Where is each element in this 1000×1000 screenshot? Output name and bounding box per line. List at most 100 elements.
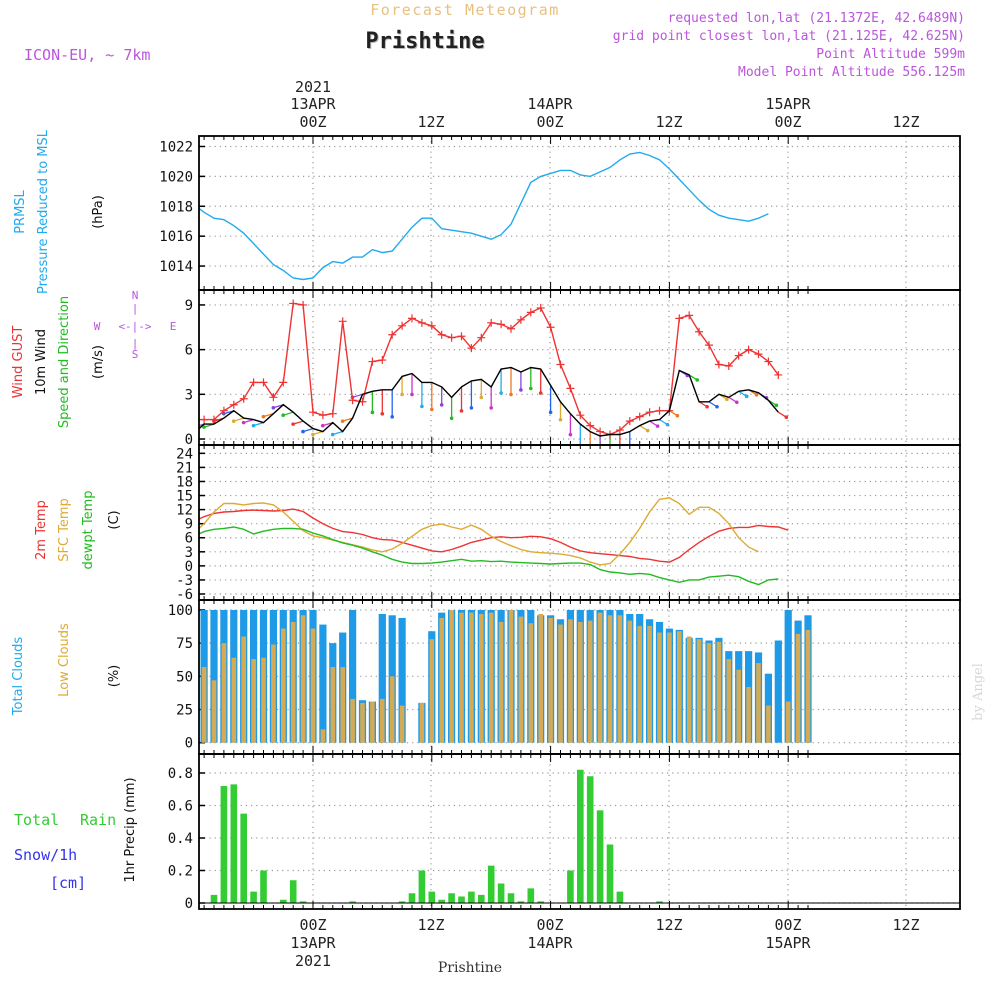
wind-gust-marker xyxy=(200,415,209,424)
total-clouds-bar xyxy=(319,624,327,743)
wind-direction-arrowhead xyxy=(192,425,196,429)
wind-direction-arrowhead xyxy=(83,427,87,431)
temp-ytick-label: 21 xyxy=(176,460,193,476)
low-clouds-bar xyxy=(627,620,633,743)
wind-gust-marker xyxy=(467,344,476,353)
low-clouds-bar xyxy=(538,613,543,743)
wind-gust-marker xyxy=(318,411,327,420)
temp-ytick-label: 3 xyxy=(185,545,193,561)
total-clouds-bar xyxy=(0,655,7,743)
location-title: Prishtine xyxy=(365,29,484,54)
pressure-label-2: Pressure Reduced to MSL xyxy=(36,129,51,294)
top-tick-label-5: 00Z xyxy=(774,113,801,131)
bottom-tick-label-1: 00Z xyxy=(299,916,326,934)
wind-gust-marker xyxy=(151,420,159,428)
wind-gust-marker xyxy=(279,378,288,387)
wind-direction-arrowhead xyxy=(628,457,632,461)
wind-gust-marker xyxy=(131,426,139,434)
low-clouds-bar xyxy=(281,628,286,743)
low-clouds-bar xyxy=(261,657,266,743)
pressure-series-prmsl xyxy=(199,151,769,281)
wind-direction-arrowhead xyxy=(725,397,729,402)
low-clouds-bar xyxy=(677,631,682,743)
low-clouds-bar xyxy=(667,632,672,743)
low-clouds-bar xyxy=(587,620,593,743)
low-clouds-bar xyxy=(607,615,613,743)
bottom-tick-label-3: 00Z xyxy=(536,916,563,934)
rain-bar xyxy=(487,865,495,903)
wind-direction-arrowhead xyxy=(509,392,513,397)
pressure-ytick-label: 1014 xyxy=(159,259,193,275)
temp-label-dewpt: dewpt Temp xyxy=(81,490,96,569)
rain-bar xyxy=(616,891,624,903)
wind-gust-marker xyxy=(675,314,684,323)
wind-gust-marker xyxy=(516,315,525,324)
temp-ytick-label: 15 xyxy=(176,489,193,505)
wind-gust-marker xyxy=(71,352,79,360)
low-clouds-bar xyxy=(805,629,811,743)
precip-label-total: Total xyxy=(14,811,59,829)
panels-layer: 101410161018102010220369-6-3036912151821… xyxy=(0,135,961,912)
low-clouds-bar xyxy=(380,698,385,743)
wind-gust-marker xyxy=(556,360,565,369)
low-clouds-bar xyxy=(686,636,692,743)
precip-label-cm: [cm] xyxy=(50,874,86,892)
wind-direction-arrowhead xyxy=(588,457,592,461)
top-day-label-1: 13APR xyxy=(290,95,336,113)
wind-gust-marker xyxy=(101,423,109,431)
wind-direction-arrow xyxy=(105,429,115,432)
temp-ytick-label: -3 xyxy=(176,573,193,589)
wind-direction-arrowhead xyxy=(241,420,246,425)
total-clouds-bar xyxy=(378,613,386,743)
low-clouds-bar xyxy=(459,612,464,743)
wind-gust-marker xyxy=(249,378,258,387)
wind-direction-arrowhead xyxy=(774,403,779,408)
low-clouds-bar xyxy=(0,659,5,743)
rain-bar xyxy=(280,899,287,903)
low-clouds-bar xyxy=(221,643,227,743)
clouds-watermark: by Angel xyxy=(971,663,986,721)
precip-ytick-label: 0.4 xyxy=(168,831,193,847)
temp-ytick-label: -6 xyxy=(176,587,193,603)
top-day-label-2: 14APR xyxy=(527,95,573,113)
temp-ytick-label: 18 xyxy=(176,474,193,490)
wind-gust-marker xyxy=(625,417,634,426)
wind-direction-arrowhead xyxy=(133,431,137,435)
wind-direction-arrowhead xyxy=(479,395,484,400)
wind-direction-arrowhead xyxy=(735,400,739,405)
wind-direction-arrow xyxy=(155,426,165,429)
pressure-unit: (hPa) xyxy=(91,195,106,229)
wind-direction-arrowhead xyxy=(380,412,385,416)
wind-direction-arrow xyxy=(75,420,85,423)
low-clouds-bar xyxy=(726,659,732,743)
total-clouds-bar xyxy=(784,609,792,743)
total-clouds-bar xyxy=(62,710,69,743)
total-clouds-bar xyxy=(42,694,49,743)
wind-direction-arrowhead xyxy=(301,429,305,434)
low-clouds-bar xyxy=(330,667,336,743)
compass-e: E xyxy=(170,320,177,333)
wind-gust-marker xyxy=(576,411,585,420)
low-clouds-bar xyxy=(508,609,514,743)
bottom-tick-label-4: 12Z xyxy=(655,916,682,934)
wind-gust-marker xyxy=(408,314,416,323)
wind-direction-arrow xyxy=(125,432,135,435)
bottom-tick-label-5: 00Z xyxy=(774,916,801,934)
wind-gust-marker xyxy=(774,370,783,379)
low-clouds-bar xyxy=(766,705,771,743)
temp-label-2m: 2m Temp xyxy=(34,500,49,560)
compass-w: W xyxy=(94,320,101,333)
wind-gust-marker xyxy=(141,426,149,434)
precip-ytick-label: 0.8 xyxy=(168,766,193,782)
wind-gust-marker xyxy=(239,394,248,403)
temp-plot xyxy=(199,497,789,586)
temp-frame xyxy=(198,444,961,601)
clouds-ytick-label: 0 xyxy=(185,736,193,752)
wind-direction-arrowhead xyxy=(340,419,345,423)
model-label: ICON-EU, ~ 7km xyxy=(24,46,150,64)
clouds-ytick-label: 50 xyxy=(176,669,193,685)
wind-gust-marker xyxy=(338,317,347,326)
clouds-ytick-label: 75 xyxy=(176,636,193,652)
wind-direction-arrowhead xyxy=(655,424,660,428)
